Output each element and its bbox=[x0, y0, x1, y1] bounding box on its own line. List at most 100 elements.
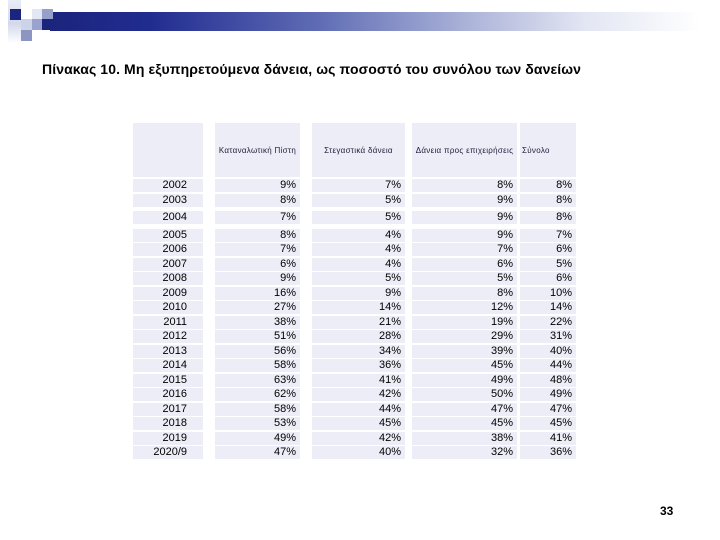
year-cell: 2006 bbox=[133, 243, 203, 256]
value-cell: 47% bbox=[215, 446, 300, 459]
value-cell: 4% bbox=[312, 228, 405, 242]
value-cell: 8% bbox=[520, 179, 576, 192]
year-cell: 2008 bbox=[133, 272, 203, 285]
table-row: 2002 9% 7% 8% 8% bbox=[133, 179, 576, 192]
value-cell: 8% bbox=[215, 228, 300, 242]
value-cell: 44% bbox=[520, 359, 576, 372]
value-cell: 56% bbox=[215, 344, 300, 358]
deco-square-mid bbox=[42, 9, 53, 19]
value-cell: 6% bbox=[520, 272, 576, 285]
value-cell: 4% bbox=[312, 257, 405, 271]
deco-square-pale bbox=[32, 9, 42, 19]
value-cell: 7% bbox=[520, 228, 576, 242]
column-header: Στεγαστικά δάνεια bbox=[312, 123, 405, 177]
value-cell: 6% bbox=[412, 257, 517, 271]
table-header-row: Καταναλωτική Πίστη Στεγαστικά δάνεια Δάνει… bbox=[133, 123, 576, 177]
deco-gradient-bar bbox=[50, 12, 720, 31]
column-header: Σύνολο bbox=[520, 123, 576, 177]
value-cell: 10% bbox=[520, 286, 576, 300]
value-cell: 41% bbox=[312, 373, 405, 387]
column-header: Δάνεια προς επιχειρήσεις bbox=[412, 123, 517, 177]
value-cell: 38% bbox=[412, 431, 517, 445]
deco-square-light bbox=[21, 19, 32, 30]
value-cell: 28% bbox=[312, 330, 405, 343]
value-cell: 4% bbox=[312, 243, 405, 256]
value-cell: 36% bbox=[312, 359, 405, 372]
value-cell: 42% bbox=[312, 431, 405, 445]
value-cell: 27% bbox=[215, 301, 300, 314]
year-cell: 2012 bbox=[133, 330, 203, 343]
npl-table: Καταναλωτική Πίστη Στεγαστικά δάνεια Δάνει… bbox=[133, 123, 576, 464]
value-cell: 38% bbox=[215, 315, 300, 329]
year-cell: 2013 bbox=[133, 344, 203, 358]
value-cell: 8% bbox=[412, 179, 517, 192]
value-cell: 16% bbox=[215, 286, 300, 300]
value-cell: 5% bbox=[520, 257, 576, 271]
year-cell: 2019 bbox=[133, 431, 203, 445]
value-cell: 49% bbox=[520, 388, 576, 401]
year-cell: 2003 bbox=[133, 193, 203, 207]
value-cell: 7% bbox=[312, 179, 405, 192]
table-row: 2009 16% 9% 8% 10% bbox=[133, 286, 576, 300]
year-cell: 2020/9 bbox=[133, 446, 203, 459]
table-row-group: 2002 9% 7% 8% 8% 2003 8% 5% 9% 8% bbox=[133, 179, 576, 207]
deco-square-navy bbox=[42, 19, 53, 30]
value-cell: 50% bbox=[412, 388, 517, 401]
value-cell: 44% bbox=[312, 402, 405, 416]
value-cell: 63% bbox=[215, 373, 300, 387]
year-cell: 2009 bbox=[133, 286, 203, 300]
year-cell: 2005 bbox=[133, 228, 203, 242]
value-cell: 5% bbox=[412, 272, 517, 285]
value-cell: 22% bbox=[520, 315, 576, 329]
page-number: 33 bbox=[660, 504, 674, 518]
table-row-group: 2005 8% 4% 9% 7% 2006 7% 4% 7% 6% 2007 6% 4% 6% 5% 2008… bbox=[133, 228, 576, 459]
table-row: 2017 58% 44% 47% 47% bbox=[133, 402, 576, 416]
table-row: 2020/9 47% 40% 32% 36% bbox=[133, 446, 576, 459]
table-row: 2018 53% 45% 45% 45% bbox=[133, 417, 576, 430]
year-cell: 2011 bbox=[133, 315, 203, 329]
value-cell: 53% bbox=[215, 417, 300, 430]
table-row: 2015 63% 41% 49% 48% bbox=[133, 373, 576, 387]
table-row: 2011 38% 21% 19% 22% bbox=[133, 315, 576, 329]
value-cell: 36% bbox=[520, 446, 576, 459]
table-row: 2013 56% 34% 39% 40% bbox=[133, 344, 576, 358]
year-cell: 2014 bbox=[133, 359, 203, 372]
value-cell: 47% bbox=[412, 402, 517, 416]
value-cell: 32% bbox=[412, 446, 517, 459]
table-row: 2007 6% 4% 6% 5% bbox=[133, 257, 576, 271]
table-corner-cell bbox=[133, 123, 203, 177]
value-cell: 40% bbox=[312, 446, 405, 459]
value-cell: 58% bbox=[215, 402, 300, 416]
value-cell: 8% bbox=[520, 211, 576, 224]
year-cell: 2004 bbox=[133, 211, 203, 224]
value-cell: 9% bbox=[412, 228, 517, 242]
value-cell: 6% bbox=[520, 243, 576, 256]
value-cell: 5% bbox=[312, 211, 405, 224]
table-row: 2008 9% 5% 5% 6% bbox=[133, 272, 576, 285]
value-cell: 34% bbox=[312, 344, 405, 358]
value-cell: 45% bbox=[412, 417, 517, 430]
value-cell: 29% bbox=[412, 330, 517, 343]
value-cell: 47% bbox=[520, 402, 576, 416]
value-cell: 58% bbox=[215, 359, 300, 372]
value-cell: 40% bbox=[520, 344, 576, 358]
column-header: Καταναλωτική Πίστη bbox=[215, 123, 300, 177]
value-cell: 14% bbox=[312, 301, 405, 314]
year-cell: 2010 bbox=[133, 301, 203, 314]
value-cell: 45% bbox=[520, 417, 576, 430]
table-row: 2019 49% 42% 38% 41% bbox=[133, 431, 576, 445]
table-body: 2002 9% 7% 8% 8% 2003 8% 5% 9% 8% 2004 7% 5% 9% 8% 2005… bbox=[133, 179, 576, 459]
year-cell: 2007 bbox=[133, 257, 203, 271]
value-cell: 42% bbox=[312, 388, 405, 401]
value-cell: 8% bbox=[520, 193, 576, 207]
value-cell: 49% bbox=[215, 431, 300, 445]
value-cell: 8% bbox=[412, 286, 517, 300]
value-cell: 14% bbox=[520, 301, 576, 314]
table-row: 2005 8% 4% 9% 7% bbox=[133, 228, 576, 242]
value-cell: 12% bbox=[412, 301, 517, 314]
deco-square-mid bbox=[32, 19, 42, 30]
deco-square-middark bbox=[21, 30, 32, 41]
value-cell: 9% bbox=[412, 211, 517, 224]
value-cell: 51% bbox=[215, 330, 300, 343]
